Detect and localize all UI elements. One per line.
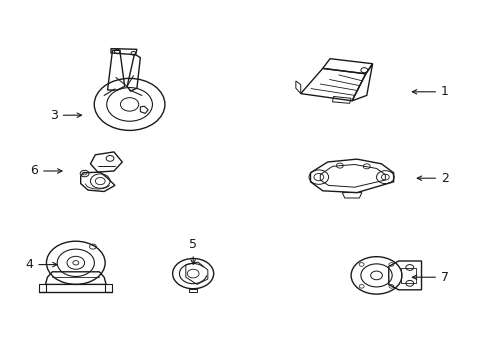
Text: 3: 3 bbox=[50, 109, 81, 122]
Text: 1: 1 bbox=[411, 85, 448, 98]
Text: 7: 7 bbox=[411, 271, 448, 284]
Text: 5: 5 bbox=[189, 238, 197, 264]
Text: 4: 4 bbox=[25, 258, 57, 271]
Text: 2: 2 bbox=[416, 172, 448, 185]
Text: 6: 6 bbox=[30, 165, 62, 177]
